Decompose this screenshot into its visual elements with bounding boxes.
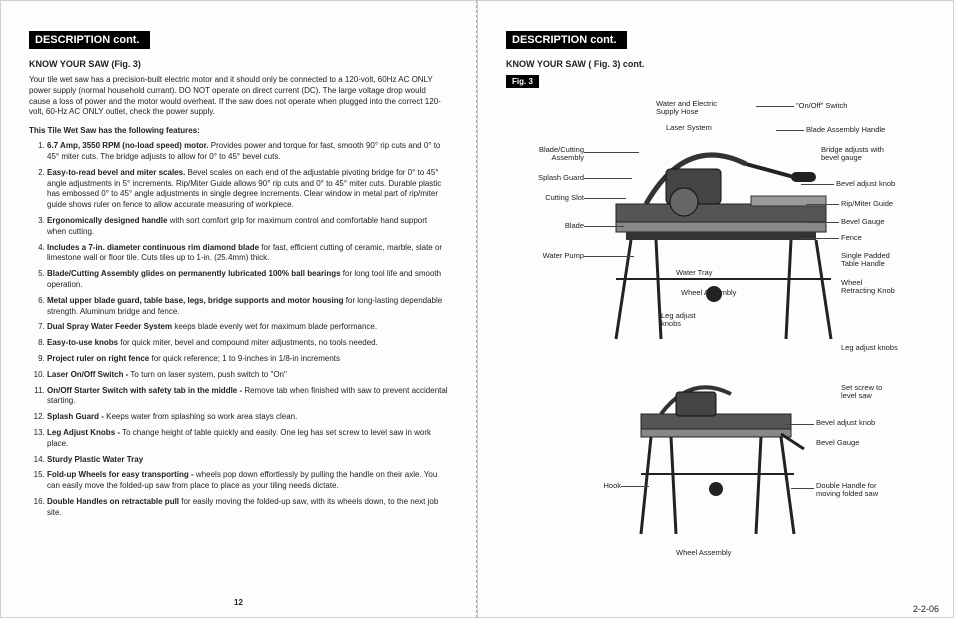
diagram-area: Blade/CuttingAssembly Splash Guard Cutti… (506, 94, 925, 574)
page-number: 12 (234, 598, 243, 607)
callout-hook: Hook (566, 482, 621, 490)
feature-item: Double Handles on retractable pull for e… (47, 497, 448, 519)
callout-wheel-assy: Wheel Assembly (681, 289, 736, 297)
saw-diagram-bottom (626, 374, 806, 544)
feature-item: Project ruler on right fence for quick r… (47, 354, 448, 365)
callout-supply-hose: Water and ElectricSupply Hose (656, 100, 717, 117)
feature-item: Easy-to-use knobs for quick miter, bevel… (47, 338, 448, 349)
callout-table-handle: Single PaddedTable Handle (841, 252, 890, 269)
callout-splash-guard: Splash Guard (506, 174, 584, 182)
callout-cutting-slot: Cutting Slot (506, 194, 584, 202)
callout-bevel-gauge-b: Bevel Gauge (816, 439, 859, 447)
page-spread: DESCRIPTION cont. KNOW YOUR SAW (Fig. 3)… (0, 0, 954, 618)
callout-blade: Blade (506, 222, 584, 230)
callout-leg-knobs-c: Leg adjustknobs (661, 312, 696, 329)
feature-item: Leg Adjust Knobs - To change height of t… (47, 428, 448, 450)
callout-bridge-bevel: Bridge adjusts withbevel gauge (821, 146, 884, 163)
callout-water-pump: Water Pump (506, 252, 584, 260)
callout-bevel-knob-b: Bevel adjust knob (816, 419, 875, 427)
sub-header-right: KNOW YOUR SAW ( Fig. 3) cont. (506, 59, 925, 69)
right-page: DESCRIPTION cont. KNOW YOUR SAW ( Fig. 3… (477, 0, 954, 618)
callout-rip-miter: Rip/Miter Guide (841, 200, 893, 208)
callout-blade-handle: Blade Assembly Handle (806, 126, 885, 134)
feature-item: Dual Spray Water Feeder System keeps bla… (47, 322, 448, 333)
sub-header-left: KNOW YOUR SAW (Fig. 3) (29, 59, 448, 69)
section-header-left: DESCRIPTION cont. (29, 31, 150, 49)
feature-item: Ergonomically designed handle with sort … (47, 216, 448, 238)
callout-water-tray: Water Tray (676, 269, 712, 277)
callout-set-screw: Set screw tolevel saw (841, 384, 882, 401)
callout-wheel-retract: WheelRetracting Knob (841, 279, 895, 296)
features-list: 6.7 Amp, 3550 RPM (no-load speed) motor.… (29, 141, 448, 518)
feature-item: Blade/Cutting Assembly glides on permane… (47, 269, 448, 291)
features-title: This Tile Wet Saw has the following feat… (29, 126, 448, 135)
callout-bevel-gauge: Bevel Gauge (841, 218, 884, 226)
callout-onoff: "On/Off" Switch (796, 102, 847, 110)
feature-item: Splash Guard - Keeps water from splashin… (47, 412, 448, 423)
intro-text: Your tile wet saw has a precision-built … (29, 75, 448, 118)
feature-item: Sturdy Plastic Water Tray (47, 455, 448, 466)
section-header-right: DESCRIPTION cont. (506, 31, 627, 49)
figure-tag: Fig. 3 (506, 75, 539, 88)
feature-item: Fold-up Wheels for easy transporting - w… (47, 470, 448, 492)
feature-item: 6.7 Amp, 3550 RPM (no-load speed) motor.… (47, 141, 448, 163)
feature-item: Laser On/Off Switch - To turn on laser s… (47, 370, 448, 381)
callout-wheel-assy-b: Wheel Assembly (676, 549, 731, 557)
feature-item: Easy-to-read bevel and miter scales. Bev… (47, 168, 448, 211)
feature-item: Metal upper blade guard, table base, leg… (47, 296, 448, 318)
callout-fence: Fence (841, 234, 862, 242)
page-date: 2-2-06 (913, 604, 939, 614)
left-page: DESCRIPTION cont. KNOW YOUR SAW (Fig. 3)… (0, 0, 477, 618)
feature-item: Includes a 7-in. diameter continuous rim… (47, 243, 448, 265)
callout-leg-knobs-r: Leg adjust knobs (841, 344, 898, 352)
feature-item: On/Off Starter Switch with safety tab in… (47, 386, 448, 408)
callout-bevel-knob: Bevel adjust knob (836, 180, 895, 188)
saw-diagram-top (596, 124, 846, 344)
callout-laser: Laser System (666, 124, 712, 132)
callout-blade-assembly: Blade/CuttingAssembly (506, 146, 584, 163)
callout-double-handle: Double Handle formoving folded saw (816, 482, 878, 499)
